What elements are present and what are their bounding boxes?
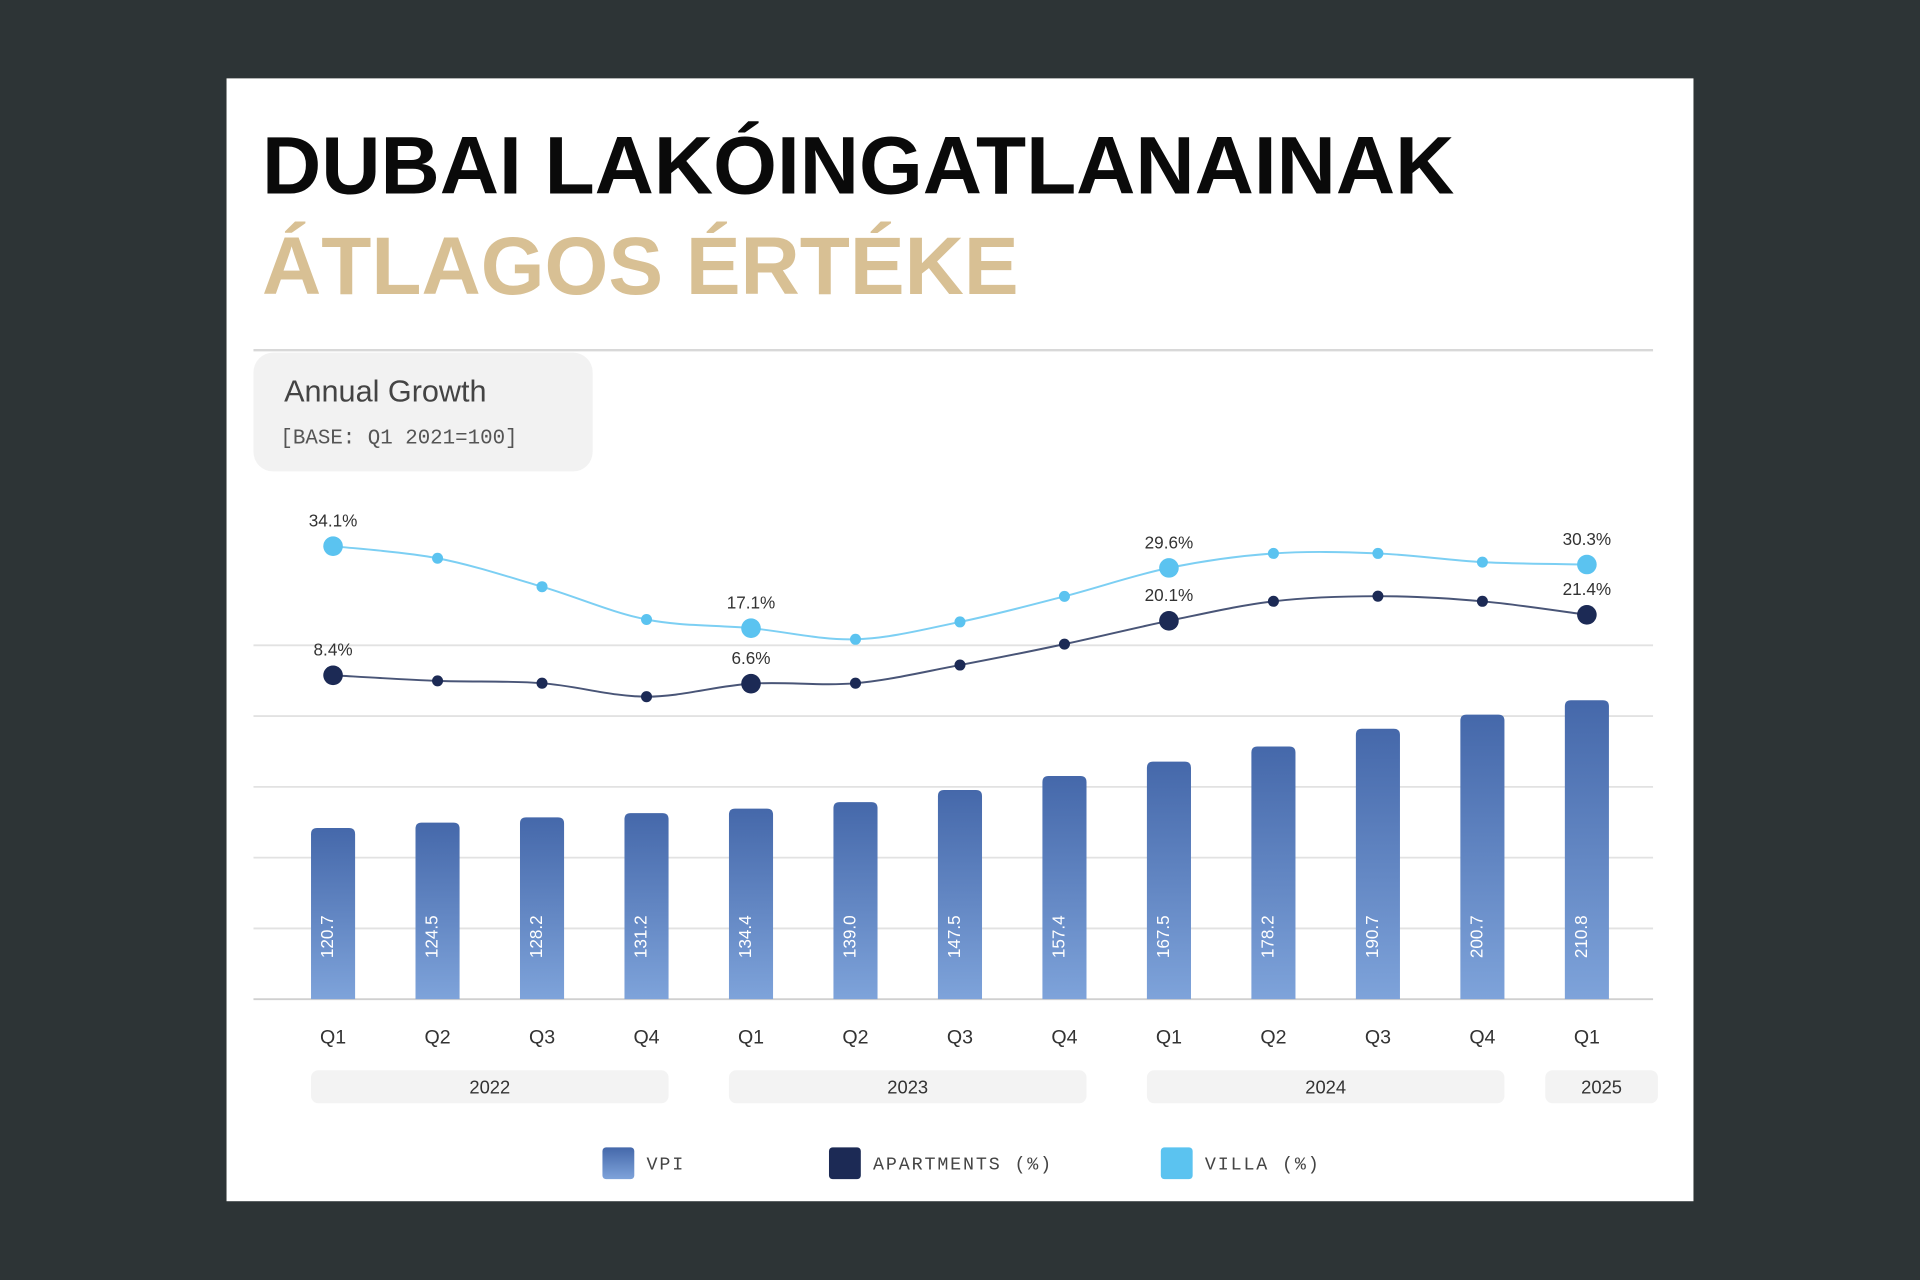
bar-value-label: 139.0 xyxy=(839,915,859,958)
point xyxy=(1058,638,1070,650)
point xyxy=(536,581,548,593)
bar-value-label: 134.4 xyxy=(735,915,755,958)
point xyxy=(1159,611,1179,631)
bar-value-label: 124.5 xyxy=(422,915,442,958)
point-label: 17.1% xyxy=(727,593,776,613)
x-tick-label: Q3 xyxy=(1365,1026,1391,1048)
bar-value-label: 178.2 xyxy=(1257,915,1277,958)
year-band xyxy=(728,1070,1087,1104)
bar-value-label: 190.7 xyxy=(1362,915,1382,958)
point xyxy=(954,616,966,628)
point-label: 20.1% xyxy=(1145,585,1194,605)
year-label: 2022 xyxy=(469,1076,510,1097)
point-label: 6.6% xyxy=(731,648,770,668)
point xyxy=(641,691,653,703)
point xyxy=(1577,604,1597,625)
bar-value-label: 128.2 xyxy=(526,915,546,958)
year-band xyxy=(1146,1070,1505,1104)
year-band xyxy=(1545,1070,1658,1104)
legend-label: APARTMENTS (%) xyxy=(873,1154,1053,1175)
x-tick-label: Q1 xyxy=(1574,1026,1600,1048)
legend-swatch xyxy=(602,1147,635,1180)
point-label: 34.1% xyxy=(309,511,358,531)
bar xyxy=(624,813,669,1000)
bar xyxy=(519,817,565,1000)
x-tick-label: Q2 xyxy=(1260,1026,1286,1048)
point xyxy=(849,633,861,645)
x-tick-label: Q3 xyxy=(947,1026,973,1048)
point xyxy=(1159,558,1179,578)
bar xyxy=(937,790,983,1000)
point-label: 21.4% xyxy=(1563,579,1612,599)
title-line2: ÁTLAGOS ÉRTÉKE xyxy=(262,221,1019,312)
x-tick-label: Q3 xyxy=(529,1026,555,1048)
legend-label: VPI xyxy=(647,1154,686,1175)
bar xyxy=(311,828,356,1000)
point xyxy=(536,677,548,689)
point xyxy=(954,659,966,671)
point xyxy=(641,614,653,626)
bar-value-label: 120.7 xyxy=(317,915,337,958)
panel-title: Annual Growth xyxy=(284,375,486,409)
point xyxy=(741,618,761,638)
bar xyxy=(1146,761,1191,1000)
title: DUBAI LAKÓINGATLANAINAK xyxy=(262,120,1454,211)
year-band xyxy=(311,1070,669,1104)
point xyxy=(1577,554,1597,575)
legend-label: VILLA (%) xyxy=(1205,1154,1321,1175)
x-tick-label: Q4 xyxy=(1469,1026,1495,1048)
point xyxy=(323,536,343,556)
x-tick-label: Q2 xyxy=(842,1026,868,1048)
year-label: 2023 xyxy=(887,1076,928,1097)
bar-value-label: 200.7 xyxy=(1466,915,1486,958)
bar xyxy=(1042,775,1087,1000)
point xyxy=(1267,547,1279,559)
point xyxy=(1267,595,1279,607)
point xyxy=(849,677,861,689)
bar xyxy=(728,808,774,1000)
point xyxy=(323,665,343,686)
bar xyxy=(1460,714,1505,1000)
bar-value-label: 157.4 xyxy=(1048,915,1068,958)
point-label: 30.3% xyxy=(1563,529,1612,549)
x-tick-label: Q1 xyxy=(738,1026,764,1048)
point-label: 29.6% xyxy=(1145,532,1194,552)
point xyxy=(432,675,444,687)
point xyxy=(1058,590,1070,602)
x-tick-label: Q1 xyxy=(1156,1026,1182,1048)
x-tick-label: Q2 xyxy=(424,1026,450,1048)
legend-swatch xyxy=(828,1147,861,1180)
bar-value-label: 210.8 xyxy=(1571,915,1591,958)
x-tick-label: Q4 xyxy=(1051,1026,1077,1048)
point xyxy=(741,673,761,694)
point xyxy=(1476,556,1488,568)
point-label: 8.4% xyxy=(314,640,353,660)
bar xyxy=(833,802,878,1000)
point xyxy=(1476,595,1488,607)
card xyxy=(226,78,1694,1202)
x-tick-label: Q1 xyxy=(320,1026,346,1048)
panel-box xyxy=(253,352,593,472)
point xyxy=(432,552,444,564)
point xyxy=(1372,547,1384,559)
year-label: 2024 xyxy=(1305,1076,1346,1097)
bar-value-label: 167.5 xyxy=(1153,915,1173,958)
panel-note: [BASE: Q1 2021=100] xyxy=(280,427,517,450)
legend-swatch xyxy=(1160,1147,1193,1180)
year-label: 2025 xyxy=(1581,1076,1622,1097)
x-tick-label: Q4 xyxy=(633,1026,659,1048)
bar xyxy=(1251,746,1296,1000)
bar-value-label: 147.5 xyxy=(944,915,964,958)
point xyxy=(1372,590,1384,602)
bar xyxy=(415,822,460,1000)
bar xyxy=(1564,700,1609,1000)
bar xyxy=(1355,728,1400,1000)
bar-value-label: 131.2 xyxy=(631,915,651,958)
